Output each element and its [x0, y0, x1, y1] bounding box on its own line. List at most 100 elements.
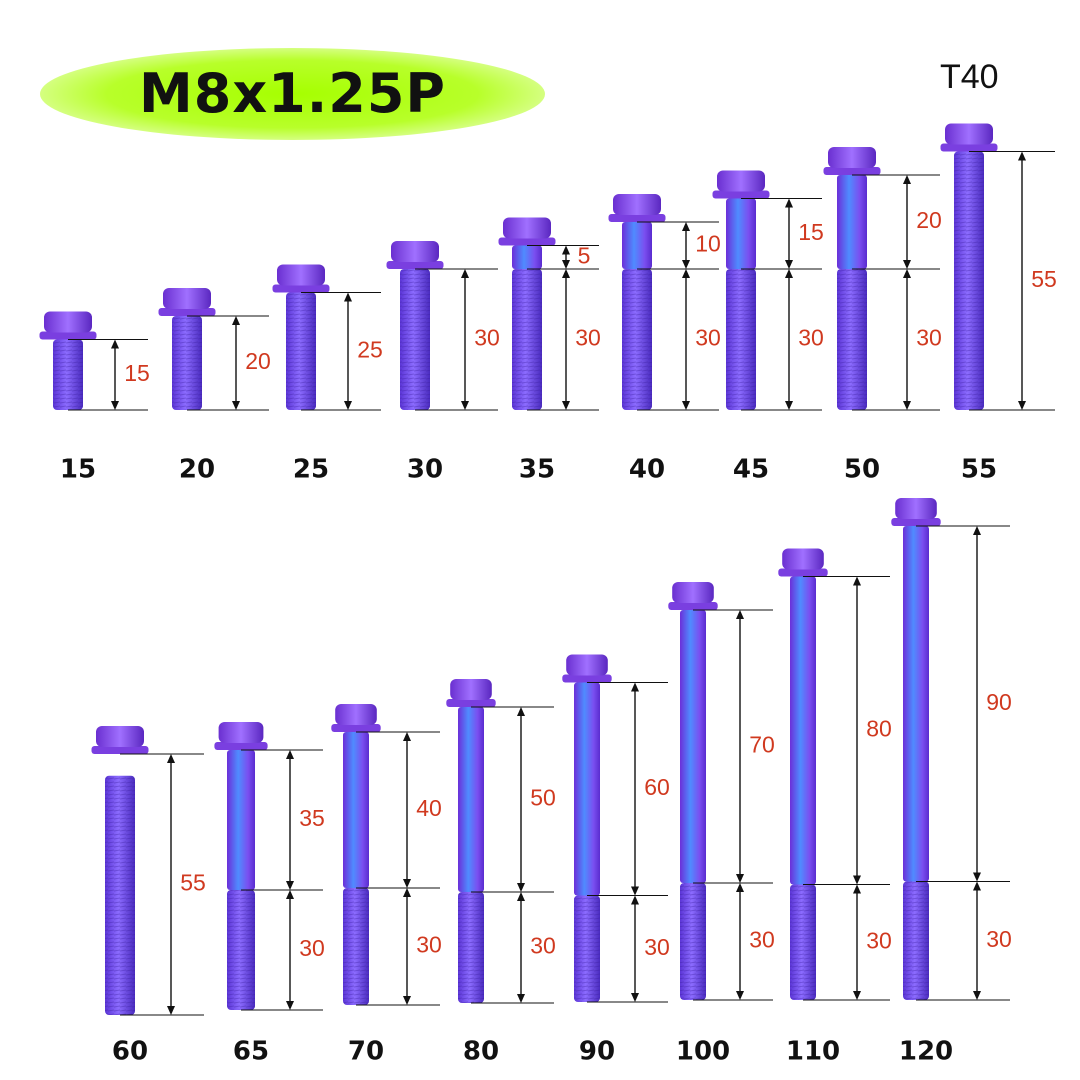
- bolt-30: 30 30: [386, 241, 500, 485]
- shank-dimension-arrow-bottom: [973, 872, 981, 882]
- bolt-head: [218, 722, 264, 743]
- bolt-flange: [712, 190, 770, 199]
- bolt-head: [96, 726, 144, 747]
- shank-length-label: 70: [749, 732, 775, 758]
- shank-dimension-arrow-top: [903, 175, 911, 184]
- bolt-flange: [668, 602, 718, 610]
- bolt-100: 70 30 100: [668, 582, 775, 1067]
- bolt-head: [277, 264, 325, 286]
- bolt-thread-texture: [512, 269, 542, 410]
- bolt-length-label: 15: [60, 455, 96, 485]
- bolt-length-label: 60: [112, 1037, 148, 1067]
- thread-dimension-arrow-top: [517, 892, 525, 901]
- thread-length-label: 55: [1031, 266, 1057, 292]
- thread-dimension-arrow-top: [232, 316, 240, 325]
- bolt-25: 25 25: [272, 264, 383, 485]
- shank-dimension-arrow-top: [403, 732, 411, 741]
- thread-dimension-arrow-top: [682, 269, 690, 278]
- shank-dimension-arrow-bottom: [562, 260, 570, 269]
- shank-dimension-arrow-top: [973, 526, 981, 535]
- thread-dimension-arrow-top: [111, 339, 119, 349]
- shank-length-label: 35: [299, 805, 325, 831]
- thread-length-label: 30: [474, 325, 500, 351]
- bolt-head: [828, 147, 876, 168]
- bolt-shank: [790, 576, 816, 885]
- bolt-flange: [386, 261, 444, 269]
- bolt-shank: [726, 198, 756, 269]
- shank-length-label: 80: [866, 716, 892, 742]
- bolt-head: [613, 194, 661, 215]
- thread-dimension-arrow-top: [973, 881, 981, 891]
- shank-dimension-arrow-bottom: [286, 881, 294, 890]
- bolt-flange: [940, 143, 998, 152]
- shank-dimension-arrow-bottom: [736, 874, 744, 883]
- thread-dimension-arrow-top: [562, 269, 570, 278]
- bolt-length-label: 25: [293, 455, 329, 485]
- bolt-head: [945, 123, 993, 145]
- shank-length-label: 90: [986, 689, 1012, 715]
- thread-length-label: 15: [124, 360, 150, 386]
- shank-length-label: 20: [916, 207, 942, 233]
- bolt-length-label: 90: [579, 1037, 615, 1067]
- thread-dimension-arrow-top: [461, 269, 469, 278]
- bolt-thread-texture: [105, 775, 135, 1015]
- shank-dimension-arrow-bottom: [403, 879, 411, 888]
- thread-dimension-arrow-bottom: [517, 994, 525, 1003]
- bolt-head: [44, 311, 92, 333]
- thread-dimension-arrow-top: [785, 269, 793, 278]
- bolt-thread-texture: [954, 151, 984, 410]
- thread-length-label: 30: [644, 934, 670, 960]
- thread-length-label: 30: [530, 933, 556, 959]
- bolt-thread-texture: [400, 269, 430, 410]
- thread-length-label: 30: [916, 325, 942, 351]
- shank-dimension-arrow-top: [853, 576, 861, 586]
- bolt-head: [335, 704, 377, 725]
- bolt-length-label: 20: [179, 455, 215, 485]
- bolt-length-label: 35: [519, 455, 555, 485]
- bolt-thread-texture: [837, 269, 867, 410]
- thread-length-label: 30: [575, 325, 601, 351]
- bolt-thread-texture: [622, 269, 652, 410]
- bolt-length-label: 100: [676, 1037, 730, 1067]
- bolt-shank: [227, 750, 255, 890]
- bolt-thread-texture: [574, 895, 600, 1002]
- bolt-flange: [446, 699, 496, 707]
- thread-length-label: 30: [798, 325, 824, 351]
- thread-dimension-arrow-bottom: [344, 401, 352, 410]
- shank-dimension-arrow-top: [286, 750, 294, 759]
- bolt-head: [163, 288, 211, 309]
- bolt-length-label: 120: [899, 1037, 953, 1067]
- bolt-length-label: 55: [961, 455, 997, 485]
- bolt-shank: [574, 682, 600, 896]
- thread-dimension-arrow-top: [631, 895, 639, 905]
- bolt-90: 60 30 90: [562, 654, 670, 1067]
- thread-length-label: 55: [180, 870, 206, 896]
- bolt-length-label: 40: [629, 455, 665, 485]
- bolt-flange: [158, 308, 216, 316]
- bolt-flange: [39, 331, 97, 340]
- shank-length-label: 50: [530, 785, 556, 811]
- bolt-flange: [214, 742, 268, 750]
- thread-dimension-arrow-top: [853, 884, 861, 894]
- thread-length-label: 30: [299, 935, 325, 961]
- bolt-thread-texture: [343, 888, 369, 1005]
- thread-dimension-arrow-top: [1018, 151, 1026, 161]
- shank-dimension-arrow-top: [736, 610, 744, 619]
- shank-dimension-arrow-top: [785, 198, 793, 208]
- bolt-thread-texture: [227, 890, 255, 1010]
- thread-length-label: 30: [695, 325, 721, 351]
- bolt-flange: [778, 568, 828, 577]
- drive-type-label: T40: [940, 58, 999, 96]
- bolt-length-label: 45: [733, 455, 769, 485]
- shank-dimension-arrow-bottom: [682, 260, 690, 269]
- bolt-head: [672, 582, 714, 603]
- thread-dimension-arrow-top: [167, 754, 175, 763]
- shank-dimension-arrow-bottom: [903, 260, 911, 269]
- bolt-flange: [562, 674, 612, 683]
- bolt-shank: [512, 245, 542, 269]
- thread-dimension-arrow-bottom: [631, 993, 639, 1002]
- thread-length-label: 20: [245, 348, 271, 374]
- shank-dimension-arrow-bottom: [517, 883, 525, 892]
- bolt-80: 50 30 80: [446, 679, 556, 1067]
